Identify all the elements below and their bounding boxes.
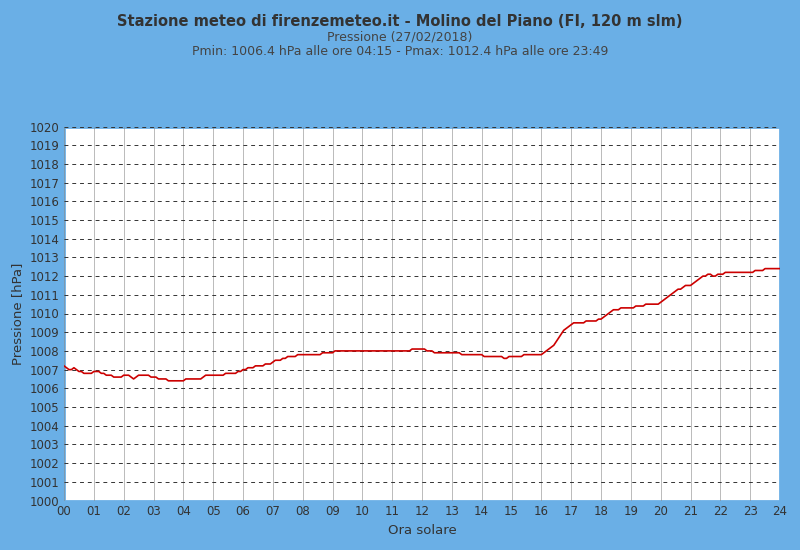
Y-axis label: Pressione [hPa]: Pressione [hPa] <box>10 262 24 365</box>
Text: Stazione meteo di firenzemeteo.it - Molino del Piano (FI, 120 m slm): Stazione meteo di firenzemeteo.it - Moli… <box>118 14 682 29</box>
X-axis label: Ora solare: Ora solare <box>388 524 456 537</box>
Text: Pressione (27/02/2018): Pressione (27/02/2018) <box>327 30 473 43</box>
Text: Pmin: 1006.4 hPa alle ore 04:15 - Pmax: 1012.4 hPa alle ore 23:49: Pmin: 1006.4 hPa alle ore 04:15 - Pmax: … <box>192 45 608 58</box>
